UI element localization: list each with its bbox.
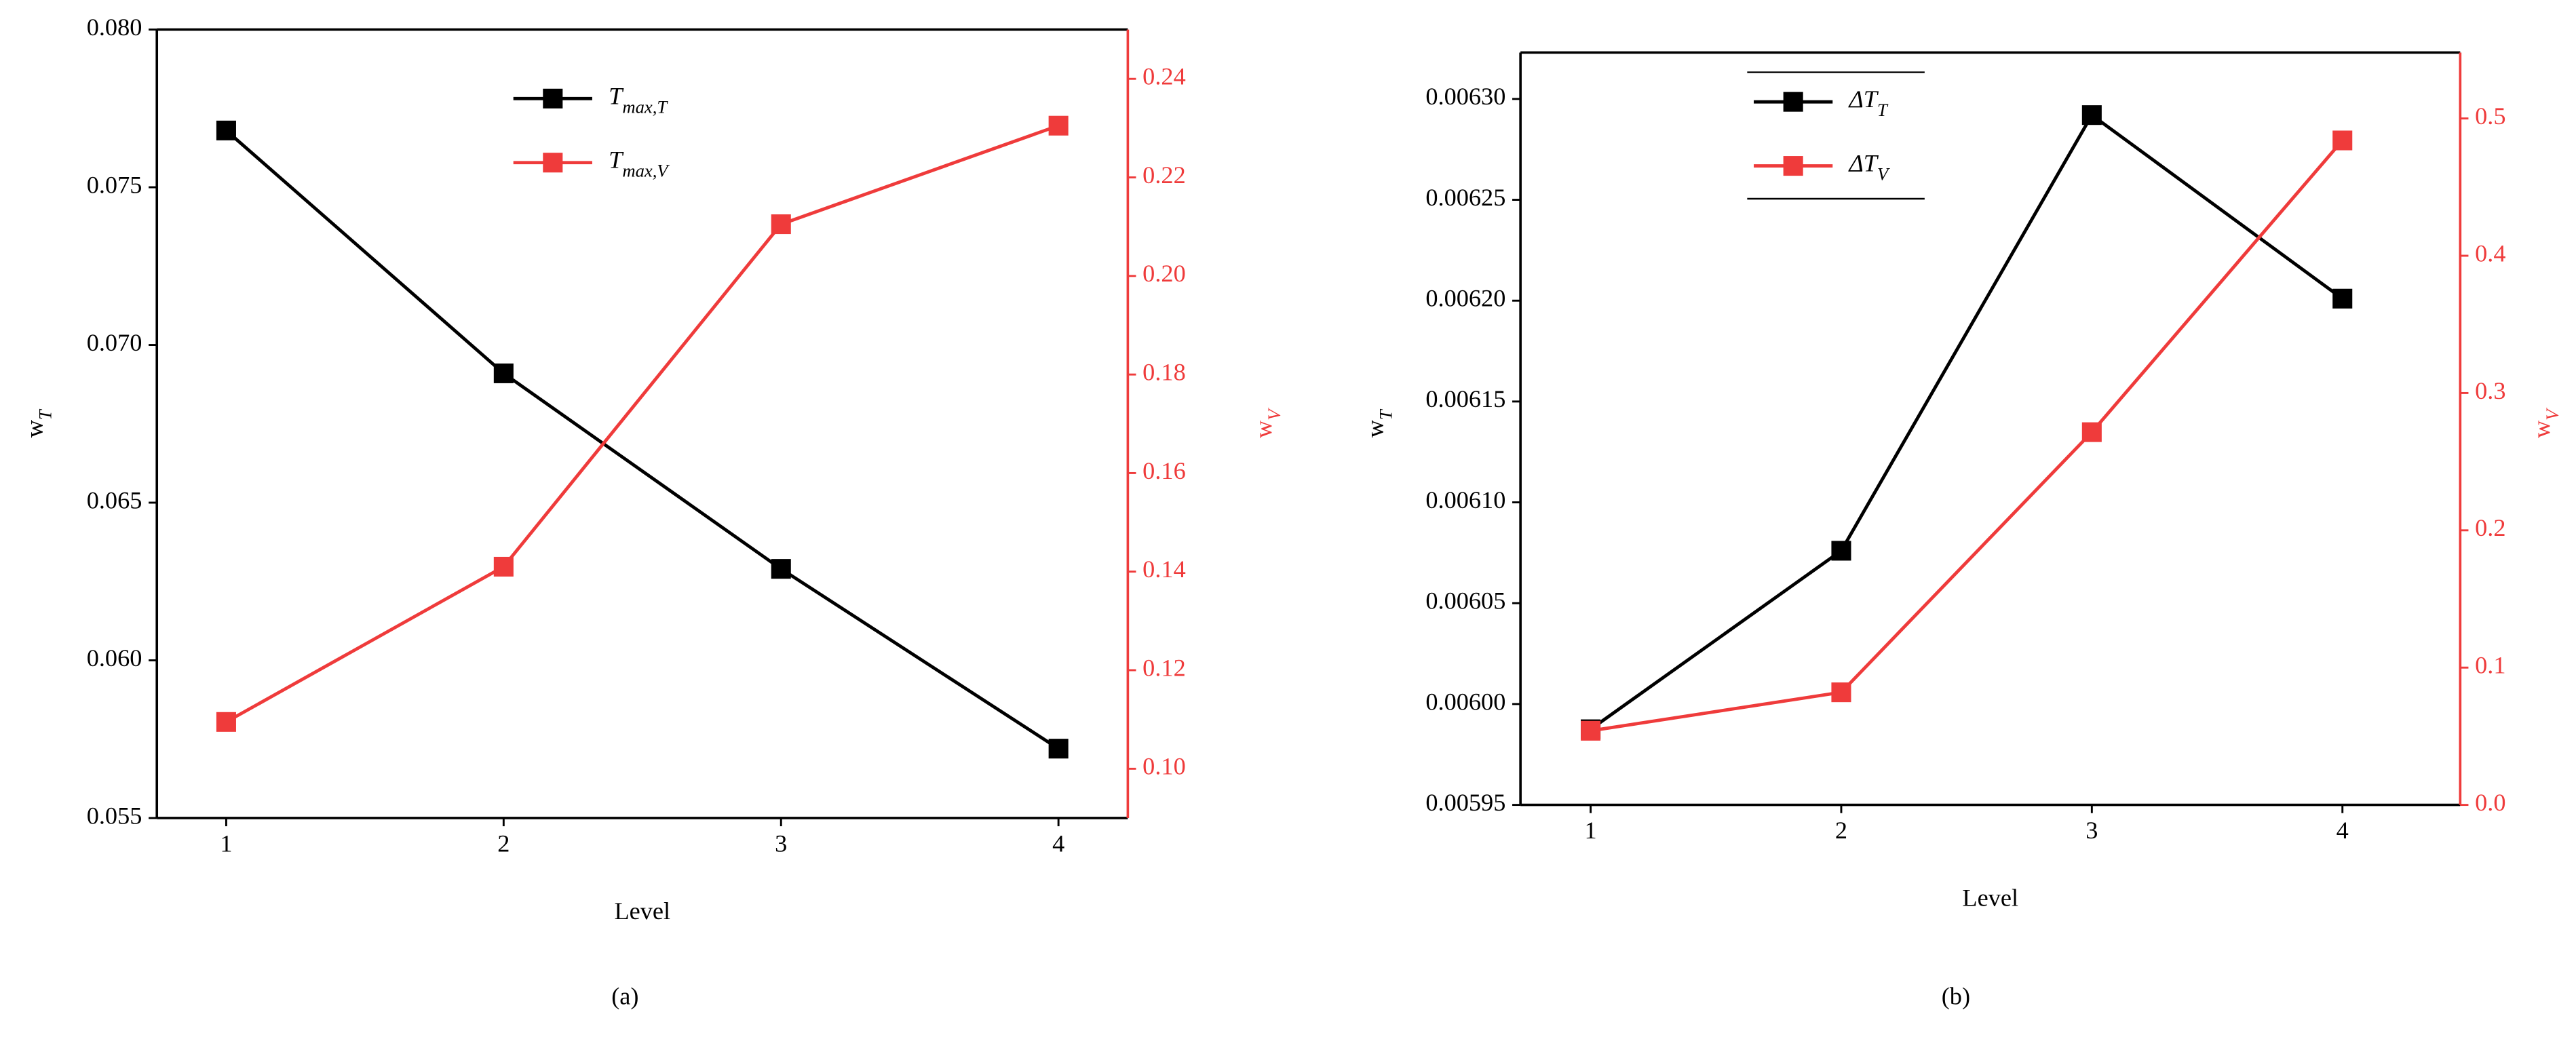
marker (1048, 739, 1069, 759)
y2-axis-label-sub: V (2542, 408, 2562, 421)
y-tick-label: 0.00605 (1425, 587, 1505, 615)
marker (1831, 541, 1851, 561)
y2-tick-label: 0.10 (1142, 753, 1186, 780)
y2-tick-label: 0.3 (2475, 377, 2505, 404)
x-tick-label: 2 (497, 830, 510, 857)
legend-label-sub: V (1877, 164, 1890, 185)
x-tick-label: 2 (1835, 817, 1847, 844)
y-tick-label: 0.00610 (1425, 486, 1505, 513)
y-tick-label: 0.075 (87, 171, 142, 198)
caption: (a) (611, 983, 638, 1010)
marker (1831, 682, 1851, 703)
y-axis-label-main: w (21, 419, 48, 438)
legend-label-main: ΔT (1847, 85, 1879, 113)
marker (2081, 105, 2102, 125)
y-axis-label-sub: T (35, 408, 56, 420)
legend-marker (1783, 156, 1803, 176)
y-tick-label: 0.00625 (1425, 184, 1505, 211)
x-axis-label: Level (614, 897, 670, 925)
marker (2332, 288, 2353, 309)
y-tick-label: 0.070 (87, 329, 142, 356)
legend-marker (1783, 92, 1803, 112)
y-axis-label: wT (21, 408, 56, 438)
y-tick-label: 0.00630 (1425, 83, 1505, 110)
legend-label-sub: T (1877, 100, 1889, 120)
x-tick-label: 1 (1585, 817, 1597, 844)
y2-tick-label: 0.14 (1142, 556, 1186, 583)
y2-axis-label-main: w (1250, 420, 1277, 438)
y2-tick-label: 0.18 (1142, 358, 1186, 385)
y2-tick-label: 0.20 (1142, 260, 1186, 287)
y-tick-label: 0.065 (87, 486, 142, 513)
y-axis-label-sub: T (1376, 408, 1396, 420)
legend-label-sub: max,T (622, 96, 668, 117)
marker (493, 556, 514, 577)
y2-tick-label: 0.0 (2475, 789, 2505, 816)
legend-marker (543, 88, 563, 109)
x-tick-label: 4 (1052, 830, 1064, 857)
y-tick-label: 0.00615 (1425, 385, 1505, 412)
series-line (1590, 113, 2344, 731)
series-line (225, 129, 1060, 750)
y-tick-label: 0.00595 (1425, 789, 1505, 816)
y-tick-label: 0.080 (87, 14, 142, 41)
y2-tick-label: 0.1 (2475, 652, 2505, 679)
y2-tick-label: 0.5 (2475, 102, 2505, 130)
marker (2332, 130, 2353, 151)
y2-tick-label: 0.4 (2475, 239, 2505, 267)
legend-label: ΔTT (1847, 85, 1889, 120)
marker (493, 363, 514, 383)
y2-axis-label: wV (2528, 408, 2562, 438)
marker (2081, 422, 2102, 442)
x-tick-label: 1 (220, 830, 232, 857)
legend-label: Tmax,T (609, 83, 668, 117)
series-line (1590, 139, 2344, 733)
marker (216, 120, 236, 140)
legend-label-main: T (609, 83, 624, 110)
x-axis-label: Level (1962, 884, 2018, 911)
y-tick-label: 0.00600 (1425, 688, 1505, 715)
y2-tick-label: 0.2 (2475, 514, 2505, 541)
series-line (225, 123, 1059, 724)
y2-axis-label-sub: V (1264, 408, 1284, 421)
y2-axis-label-main: w (2528, 420, 2555, 438)
x-tick-label: 3 (775, 830, 787, 857)
y-axis-label-main: w (1362, 419, 1389, 438)
marker (1048, 115, 1069, 136)
x-tick-label: 4 (2337, 817, 2349, 844)
y2-tick-label: 0.22 (1142, 161, 1186, 189)
y2-axis-label: wV (1250, 408, 1284, 438)
x-tick-label: 3 (2085, 817, 2098, 844)
legend-label: Tmax,V (609, 147, 670, 181)
marker (771, 214, 791, 235)
legend-label-main: T (609, 147, 624, 174)
legend-label-sub: max,V (622, 161, 670, 181)
legend-marker (543, 153, 563, 173)
y2-tick-label: 0.16 (1142, 457, 1186, 484)
y-tick-label: 0.060 (87, 644, 142, 672)
y-tick-label: 0.00620 (1425, 285, 1505, 312)
legend-label-main: ΔT (1847, 150, 1879, 177)
y2-tick-label: 0.12 (1142, 654, 1186, 681)
caption: (b) (1942, 983, 1970, 1010)
marker (771, 559, 791, 579)
y-tick-label: 0.055 (87, 802, 142, 829)
y2-tick-label: 0.24 (1142, 63, 1186, 90)
legend-label: ΔTV (1847, 150, 1890, 185)
marker (1581, 720, 1601, 741)
y-axis-label: wT (1362, 408, 1396, 438)
marker (216, 712, 236, 732)
